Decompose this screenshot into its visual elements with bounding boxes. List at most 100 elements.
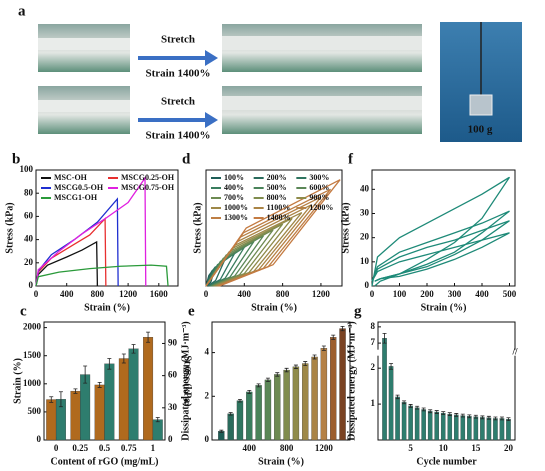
error-bar	[454, 413, 459, 417]
legend-label: 900%	[309, 193, 329, 202]
y-tick-label: 8	[371, 321, 376, 331]
photo-panel: a 100 g Stretch Strain 1400% Stretch Str…	[18, 3, 522, 142]
bar	[447, 413, 453, 441]
y-tick-label: 4	[205, 347, 210, 357]
x-tick-label: 0	[204, 289, 209, 299]
strain-label: Strain 1400%	[145, 130, 210, 142]
bar	[493, 418, 498, 441]
x-tick-label: 20	[504, 443, 514, 453]
y-tick-label: 20	[360, 232, 370, 242]
x-tick-label: 400	[475, 289, 489, 299]
x-tick-label: 0.25	[72, 443, 88, 453]
data-line	[371, 210, 510, 282]
plot-frame	[371, 169, 516, 287]
legend-label: 1300%	[224, 213, 248, 222]
bar	[227, 413, 234, 441]
plot-frame	[205, 169, 343, 287]
error-bar	[389, 363, 394, 370]
error-bar	[473, 414, 478, 419]
y-axis-label: Dissipated energy (MJ·m⁻³)	[180, 321, 191, 440]
x-tick-label: 10	[439, 443, 449, 453]
y-tick-label: 2	[205, 390, 210, 400]
error-bar	[441, 411, 446, 415]
y-tick-label: 0	[37, 434, 42, 444]
error-bar	[247, 389, 252, 394]
bar	[480, 417, 485, 441]
y-tick-label: 40	[24, 234, 34, 244]
panel-label: e	[188, 303, 195, 319]
x-tick-label: 15	[471, 443, 481, 453]
y-axis-label: Stress (kPa)	[4, 202, 15, 253]
error-bar	[219, 429, 224, 433]
action-label: Stretch	[161, 96, 195, 108]
x-tick-label: 1200	[315, 443, 334, 453]
bar	[128, 348, 139, 441]
plot-frame	[377, 321, 516, 441]
x-tick-label: 400	[238, 289, 252, 299]
arrow	[138, 50, 218, 66]
y-tick-label: 7	[371, 337, 376, 347]
y2-axis-label: Stress (kPa)	[182, 355, 193, 406]
x-axis-label: Strain (%)	[258, 456, 304, 467]
x-tick-label: 5	[408, 443, 413, 453]
bar	[255, 385, 262, 441]
y-tick-label: 0	[205, 434, 210, 444]
y-axis-label: Stress (kPa)	[192, 202, 203, 253]
error-bar	[493, 416, 498, 421]
y-tick-label: 500	[28, 406, 42, 416]
bar	[283, 369, 290, 441]
bar	[46, 399, 57, 441]
bar	[70, 390, 81, 441]
action-label: Stretch	[161, 34, 195, 46]
legend-label: 600%	[309, 183, 329, 192]
bar	[473, 416, 479, 441]
error-bar	[83, 365, 88, 384]
weight	[469, 94, 493, 116]
x-tick-label: 800	[280, 443, 294, 453]
panel-label: f	[348, 151, 354, 167]
axis-break	[512, 349, 518, 356]
error-bar	[480, 415, 485, 420]
legend-label: 700%	[224, 193, 244, 202]
x-tick-label: 1200	[312, 289, 331, 299]
error-bar	[284, 367, 289, 373]
bar	[80, 374, 91, 441]
plot-frame	[211, 321, 351, 441]
x-tick-label: 0.5	[99, 443, 111, 453]
error-bar	[321, 345, 326, 351]
error-bar	[340, 325, 345, 332]
bar	[454, 414, 459, 441]
error-bar	[415, 405, 420, 410]
legend-label: MSCG0.25-OH	[121, 173, 175, 182]
y-tick-label: 10	[360, 256, 370, 266]
x-tick-label: 800	[91, 289, 105, 299]
legend-label: 1000%	[224, 203, 248, 212]
error-bar	[256, 383, 261, 388]
plot-frame	[35, 169, 179, 287]
x-axis-label: Cycle number	[416, 456, 477, 467]
bar	[152, 419, 163, 441]
y-tick-label: 40	[360, 183, 370, 193]
bar	[320, 348, 328, 441]
data-line	[371, 176, 511, 287]
error-bar	[499, 416, 504, 421]
bar	[339, 328, 346, 441]
bar	[486, 417, 492, 441]
error-bar	[121, 353, 126, 364]
data-line	[205, 179, 341, 287]
bar	[414, 407, 420, 441]
x-tick-label: 400	[60, 289, 74, 299]
y-axis-label: Dissipated energy (MJ·m⁻³)	[346, 321, 357, 440]
legend-label: 300%	[309, 173, 329, 182]
ruler	[222, 96, 422, 110]
legend-label: MSCG0.75-OH	[121, 183, 175, 192]
bar	[246, 391, 253, 441]
legend-label: 1100%	[267, 203, 291, 212]
bar	[460, 415, 466, 441]
legend-label: 100%	[224, 173, 244, 182]
bar	[382, 338, 387, 441]
bar	[143, 337, 154, 441]
y2-tick-label: 90	[168, 338, 178, 348]
bar	[330, 337, 337, 441]
legend-label: MSC-OH	[54, 173, 88, 182]
